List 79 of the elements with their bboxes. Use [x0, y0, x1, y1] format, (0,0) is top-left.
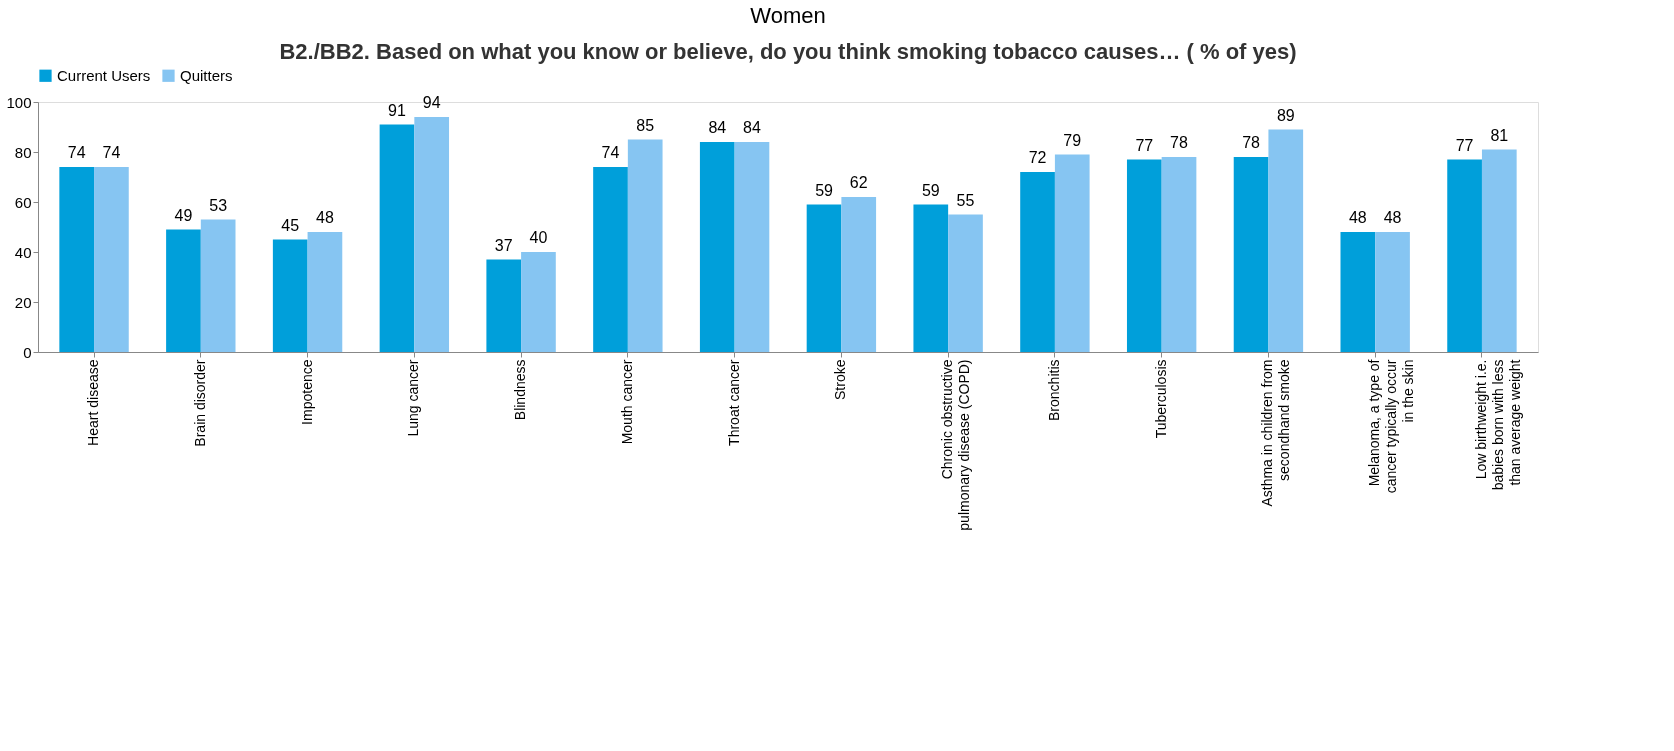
data-label: 84 [708, 119, 727, 136]
bar [59, 167, 95, 352]
bar [379, 124, 415, 352]
bar [1020, 172, 1055, 352]
x-tick-label: Lung cancer [405, 359, 422, 437]
y-tick-label: 60 [14, 193, 32, 211]
data-label: 37 [494, 236, 513, 254]
data-label: 53 [209, 196, 228, 214]
data-label: 49 [174, 206, 193, 224]
data-label: 74 [67, 144, 86, 161]
bar [593, 167, 628, 352]
data-label: 81 [1490, 126, 1509, 144]
x-tick-label: Stroke [832, 359, 849, 400]
data-label: 77 [1455, 136, 1474, 154]
data-label: 85 [636, 116, 655, 134]
bar [1233, 157, 1269, 352]
bar [414, 117, 450, 352]
legend-label: Quitters [180, 66, 233, 84]
x-tick-label: Throat cancer [725, 359, 742, 446]
data-label: 79 [1063, 131, 1082, 149]
bar [699, 142, 735, 352]
data-label: 74 [102, 144, 121, 161]
data-label: 77 [1135, 136, 1154, 154]
data-label: 55 [956, 191, 975, 209]
data-label: 94 [422, 94, 441, 111]
data-label: 89 [1276, 106, 1295, 124]
bar [1126, 159, 1162, 352]
legend-label: Current Users [57, 66, 151, 84]
x-tick-label: Bronchitis [1045, 359, 1062, 421]
bar [1375, 232, 1410, 352]
bar [1161, 157, 1197, 352]
bar [200, 219, 236, 352]
y-tick-label: 20 [14, 293, 32, 311]
y-tick-label: 80 [14, 143, 32, 161]
bar [272, 239, 308, 352]
bar [166, 229, 201, 352]
data-label: 59 [815, 181, 834, 199]
bar [1054, 154, 1090, 352]
x-tick-label: Impotence [298, 359, 315, 425]
bar [521, 252, 556, 352]
data-label: 59 [921, 181, 940, 199]
bar [734, 142, 770, 352]
data-label: 78 [1170, 134, 1189, 151]
bar [948, 214, 983, 352]
x-tick-label: Brain disorder [191, 359, 208, 447]
chart-subtitle: Women [750, 3, 826, 28]
bar [1340, 232, 1376, 352]
bar [307, 232, 343, 352]
x-tick-label: Mouth cancer [618, 359, 635, 445]
x-tick-label: Asthma in children from secondhand smoke [1259, 359, 1293, 507]
data-label: 45 [281, 216, 300, 234]
bar [627, 139, 663, 352]
bar [486, 259, 522, 352]
x-tick-label: Tuberculosis [1152, 359, 1169, 439]
data-label: 48 [316, 209, 334, 226]
data-label: 48 [1348, 209, 1367, 226]
data-label: 62 [849, 174, 868, 191]
x-tick-label: Chronic obstructive pulmonary disease (COPD) [939, 359, 973, 531]
data-label: 48 [1383, 209, 1402, 226]
data-label: 78 [1242, 134, 1261, 151]
bar [1268, 129, 1304, 352]
data-label: 40 [529, 229, 548, 246]
bar [806, 204, 842, 352]
bar [841, 197, 877, 352]
x-tick-label: Heart disease [85, 359, 102, 446]
y-tick-label: 40 [14, 243, 32, 261]
bar [913, 204, 949, 352]
data-label: 91 [388, 101, 406, 119]
x-tick-label: Blindness [512, 359, 529, 421]
bar [1447, 159, 1482, 352]
data-label: 84 [743, 119, 761, 136]
data-label: 72 [1028, 149, 1047, 166]
bar [94, 167, 129, 352]
y-tick-label: 100 [6, 93, 32, 111]
bar [1481, 149, 1517, 352]
x-tick-label: Melanoma, a type of cancer typically occur in the skin [1366, 359, 1417, 494]
data-label: 74 [601, 144, 620, 161]
y-tick-label: 0 [23, 343, 32, 361]
chart-title: B2./BB2. Based on what you know or believe, do you think smoking tobacco causes… ( % of yes) [279, 39, 1297, 64]
